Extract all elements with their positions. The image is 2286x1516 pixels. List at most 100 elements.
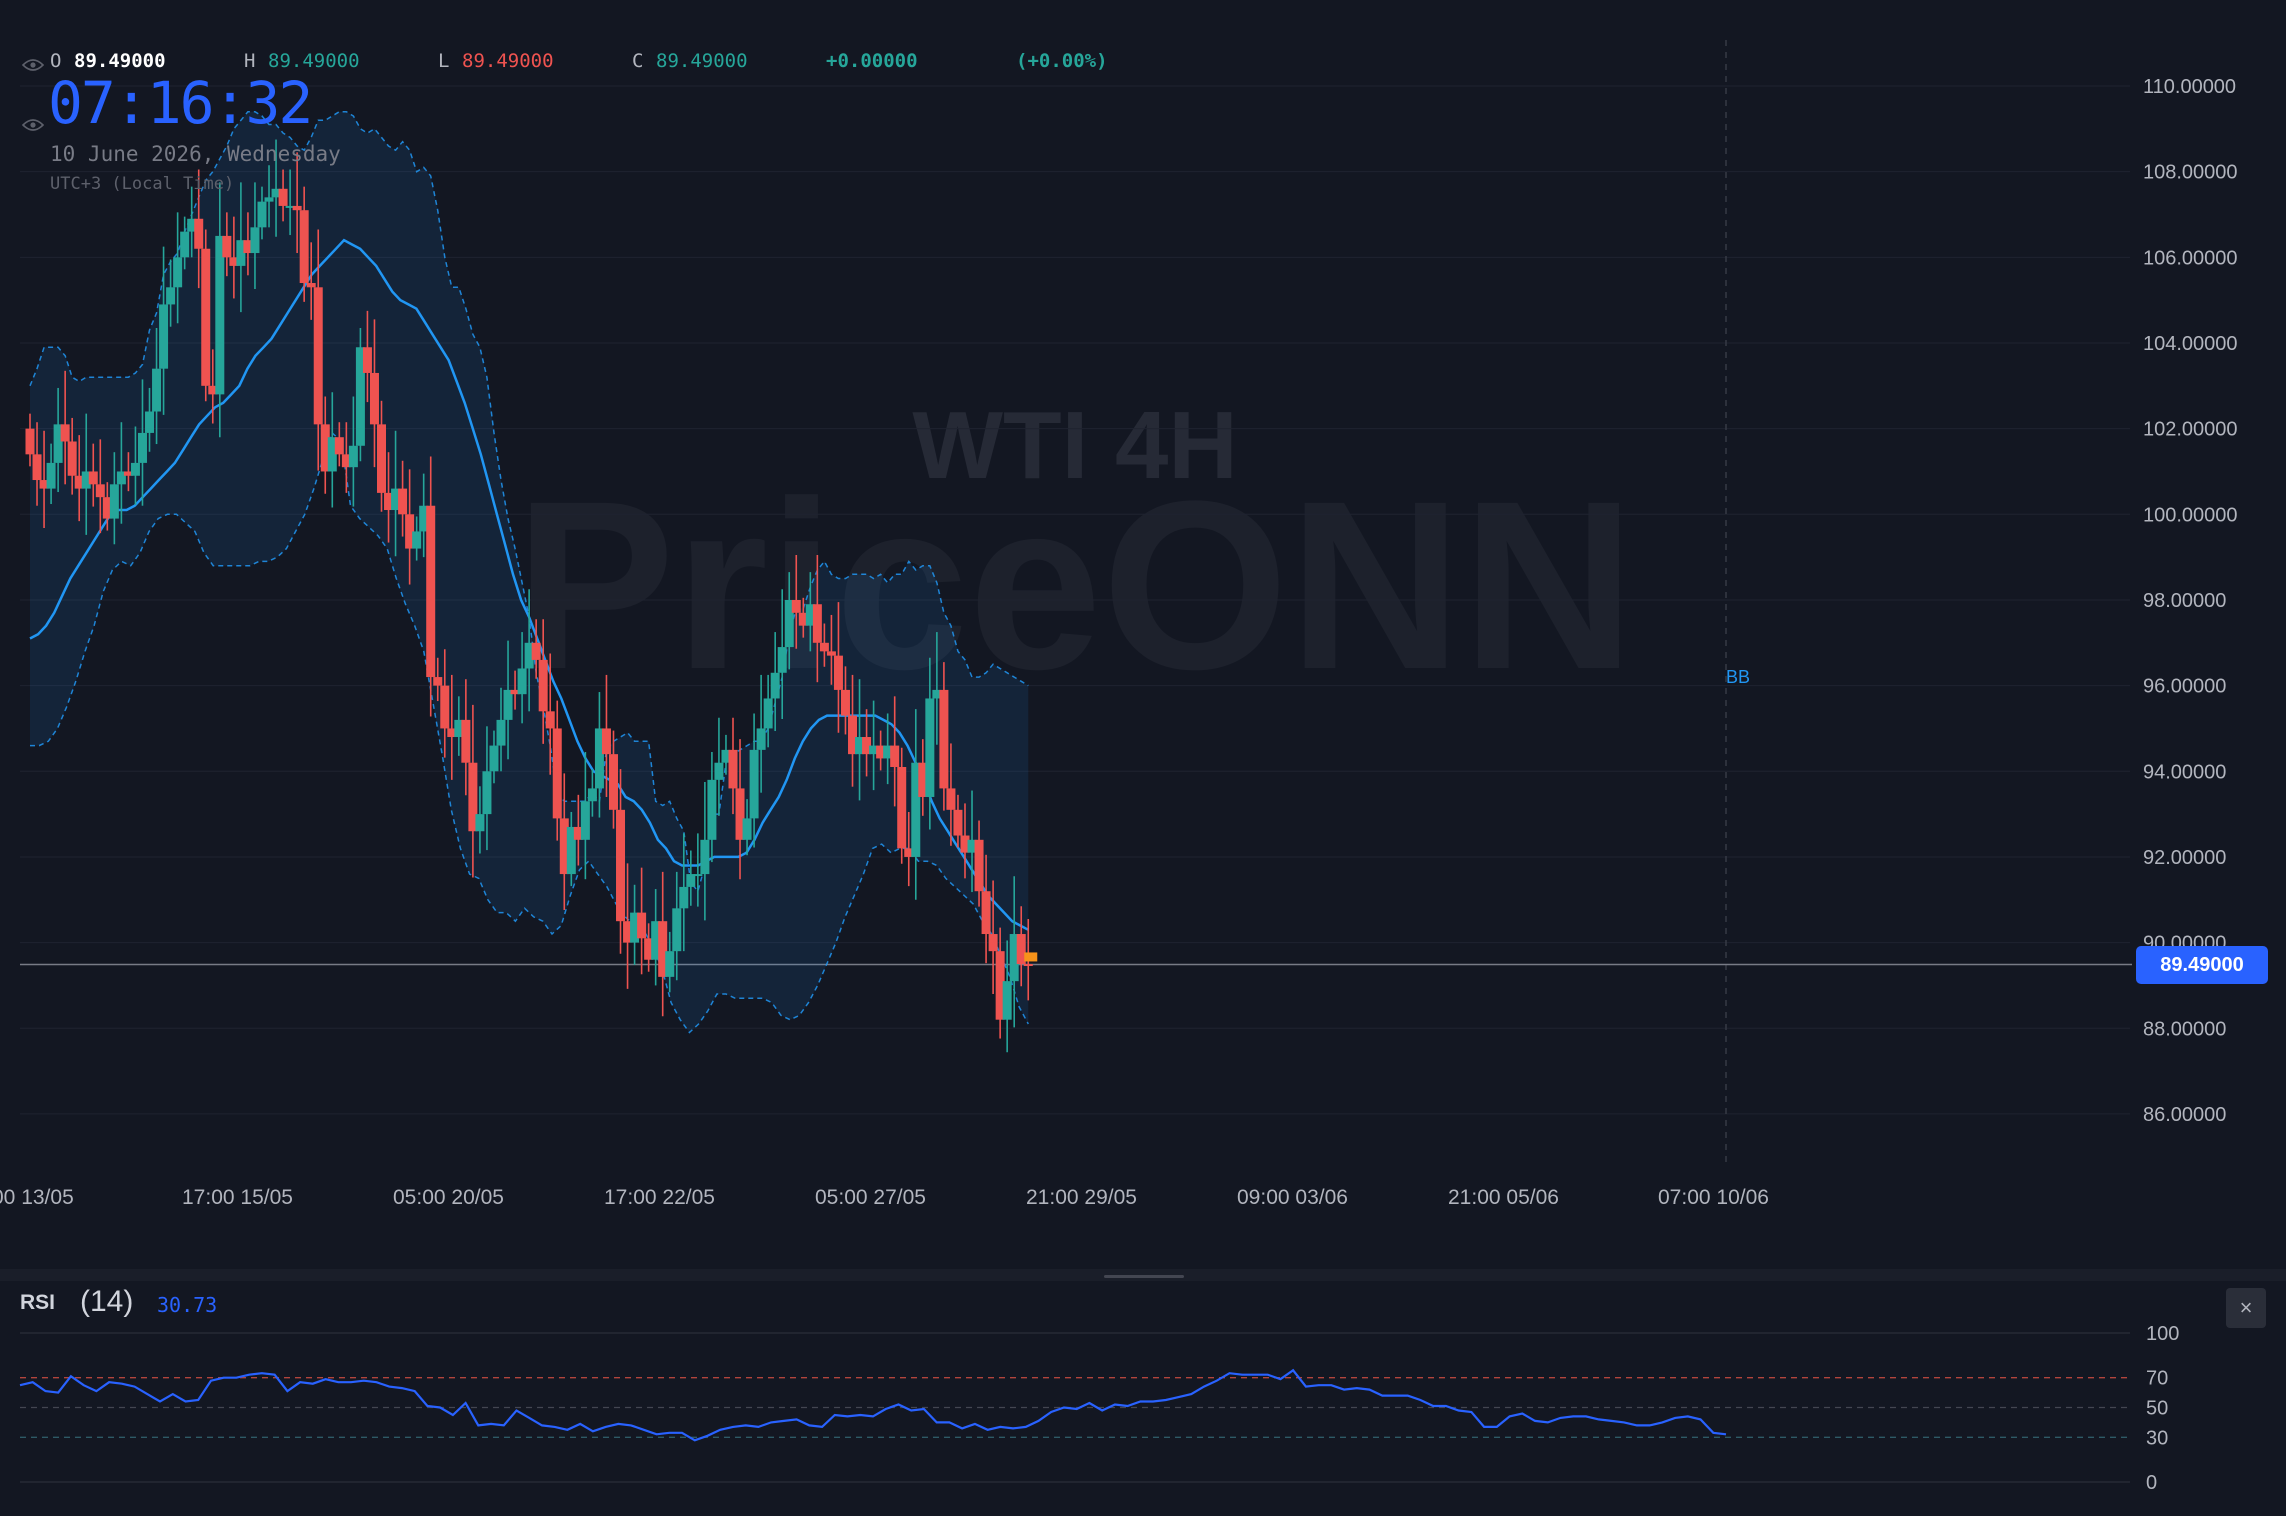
candle[interactable] (580, 752, 590, 880)
candle[interactable] (187, 186, 197, 258)
candle[interactable] (883, 713, 893, 785)
candle[interactable] (545, 653, 555, 775)
candle[interactable] (1002, 940, 1012, 1053)
close-icon[interactable]: × (2226, 1288, 2266, 1328)
candle[interactable] (517, 632, 527, 724)
candle[interactable] (876, 730, 886, 771)
candle[interactable] (278, 169, 288, 222)
candle[interactable] (777, 589, 787, 720)
candle[interactable] (791, 554, 801, 649)
eye-icon[interactable] (22, 58, 44, 72)
candle[interactable] (152, 327, 162, 445)
candle[interactable] (651, 889, 661, 986)
candle[interactable] (194, 169, 204, 289)
candle[interactable] (953, 794, 963, 848)
candle[interactable] (362, 310, 372, 403)
candle[interactable] (46, 443, 56, 505)
candle[interactable] (658, 871, 668, 1017)
candle[interactable] (623, 863, 633, 989)
candle[interactable] (201, 229, 211, 402)
candle[interactable] (672, 871, 682, 981)
candle[interactable] (749, 713, 759, 848)
candle[interactable] (932, 632, 942, 745)
candle[interactable] (503, 640, 513, 760)
time-axis[interactable]: 00 13/05 17:00 15/05 05:00 20/05 17:00 22/0… (0, 1186, 1769, 1209)
candle[interactable] (524, 589, 534, 712)
candle[interactable] (405, 469, 415, 585)
candle[interactable] (735, 739, 745, 880)
candle[interactable] (798, 597, 808, 638)
candle[interactable] (770, 632, 780, 732)
candle[interactable] (489, 730, 499, 784)
candle[interactable] (391, 430, 401, 557)
candle[interactable] (644, 923, 654, 972)
candle[interactable] (573, 794, 583, 866)
candle[interactable] (341, 422, 351, 493)
candle[interactable] (756, 674, 766, 793)
candle[interactable] (869, 700, 879, 791)
candle[interactable] (299, 186, 309, 302)
eye-icon[interactable] (22, 118, 44, 132)
candles[interactable] (25, 139, 1038, 1053)
candle[interactable] (594, 692, 604, 818)
candle[interactable] (271, 139, 281, 237)
candle[interactable] (123, 452, 133, 492)
candle[interactable] (890, 696, 900, 807)
candle[interactable] (348, 396, 358, 507)
candle[interactable] (904, 811, 914, 887)
candle[interactable] (510, 670, 520, 710)
candle[interactable] (426, 456, 436, 717)
candle[interactable] (180, 216, 190, 270)
candle[interactable] (53, 387, 63, 493)
candle[interactable] (398, 460, 408, 537)
candle[interactable] (285, 169, 295, 236)
candle[interactable] (236, 182, 246, 313)
candle[interactable] (496, 687, 506, 772)
candle[interactable] (208, 349, 218, 424)
candle[interactable] (292, 152, 302, 254)
candle[interactable] (39, 430, 49, 529)
candle[interactable] (95, 439, 105, 534)
candle[interactable] (433, 657, 443, 702)
candle[interactable] (637, 867, 647, 975)
candle[interactable] (145, 387, 155, 452)
candle[interactable] (630, 884, 640, 965)
candle[interactable] (855, 679, 865, 801)
candle[interactable] (587, 769, 597, 817)
candle[interactable] (166, 259, 176, 327)
candle[interactable] (714, 717, 724, 816)
candle[interactable] (25, 413, 35, 467)
candle[interactable] (960, 803, 970, 879)
candle[interactable] (812, 554, 822, 683)
candle[interactable] (320, 396, 330, 494)
candle[interactable] (109, 452, 119, 545)
candle[interactable] (721, 734, 731, 775)
candle[interactable] (306, 242, 316, 320)
candle[interactable] (742, 799, 752, 856)
candle[interactable] (608, 730, 618, 829)
candle[interactable] (897, 747, 907, 864)
candle[interactable] (981, 854, 991, 964)
candle[interactable] (475, 786, 485, 854)
candle[interactable] (334, 422, 344, 467)
candle[interactable] (74, 435, 84, 522)
candle[interactable] (538, 619, 548, 744)
candle[interactable] (819, 623, 829, 667)
candle[interactable] (327, 392, 337, 508)
candle[interactable] (1016, 906, 1026, 987)
candle[interactable] (826, 614, 836, 685)
bb-indicator-label[interactable]: BB (1726, 667, 1750, 687)
candle[interactable] (67, 417, 77, 495)
candle[interactable] (805, 572, 815, 652)
candle[interactable] (215, 182, 225, 438)
candle[interactable] (686, 850, 696, 906)
candle[interactable] (531, 619, 541, 679)
candle[interactable] (32, 422, 42, 506)
candle[interactable] (369, 319, 379, 468)
candle[interactable] (440, 649, 450, 758)
candle[interactable] (974, 820, 984, 907)
candle[interactable] (784, 572, 794, 670)
candle[interactable] (728, 717, 738, 815)
rsi-pane[interactable]: 100 70 50 30 0 (19, 1323, 2179, 1494)
candle[interactable] (601, 674, 611, 797)
